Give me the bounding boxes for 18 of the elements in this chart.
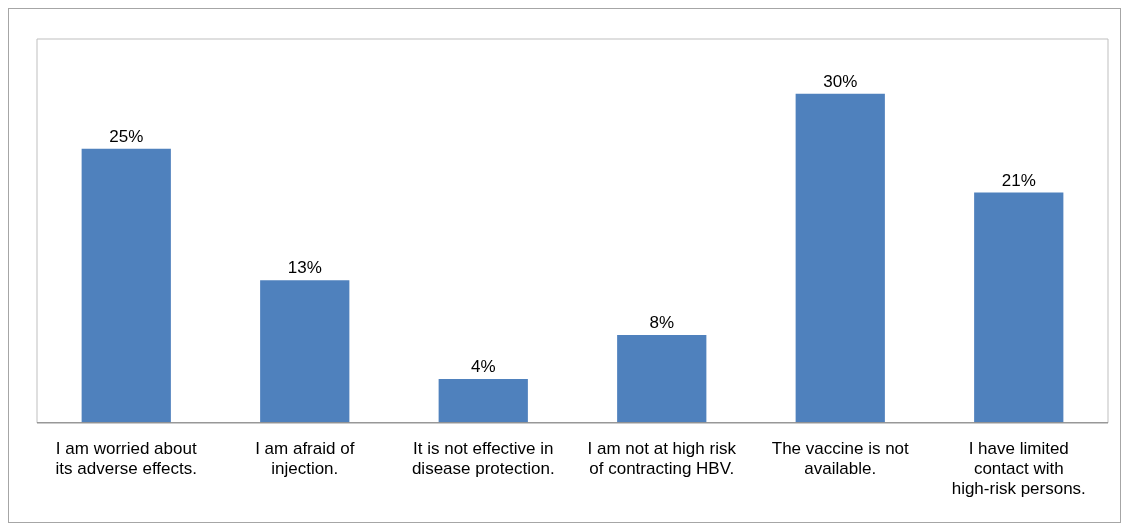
bar (260, 280, 350, 423)
data-label: 30% (823, 72, 858, 92)
bar (795, 93, 885, 423)
data-label: 13% (287, 258, 322, 278)
data-label: 8% (649, 313, 675, 333)
bar (617, 335, 707, 423)
bar (438, 378, 528, 423)
x-tick-label: The vaccine is not available. (771, 438, 910, 479)
x-tick-label: I am not at high risk of contracting HBV. (587, 438, 737, 479)
data-label: 25% (109, 126, 144, 146)
data-label: 21% (1001, 170, 1036, 190)
bar (974, 192, 1064, 423)
x-tick-label: I am afraid of injection. (255, 438, 355, 479)
x-tick-label: It is not effective in disease protection. (411, 438, 555, 479)
data-label: 4% (470, 357, 496, 377)
x-tick-label: I am worried about its adverse effects. (55, 438, 197, 479)
bar (81, 148, 171, 423)
x-tick-label: I have limited contact with high-risk persons. (951, 438, 1086, 499)
